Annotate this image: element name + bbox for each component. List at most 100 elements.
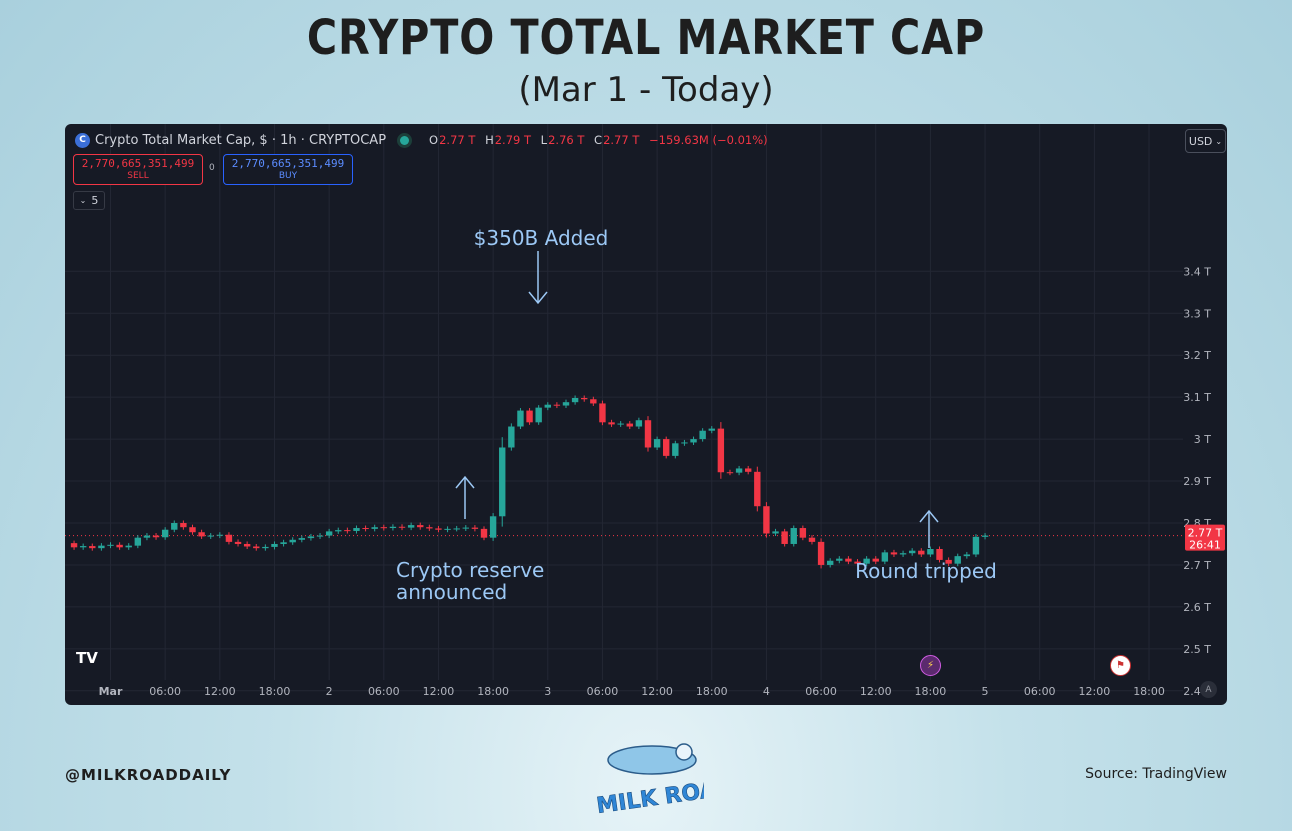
y-tick-label: 2.9 T	[1183, 475, 1211, 488]
candle-body	[161, 529, 169, 538]
candle-body	[180, 523, 187, 528]
candle-body	[79, 546, 87, 548]
chevron-down-icon: ⌄	[79, 196, 87, 205]
x-tick-label: 06:00	[368, 685, 400, 698]
candle-body	[617, 423, 624, 425]
candle-body	[854, 561, 861, 564]
indicator-count: 5	[91, 194, 99, 207]
candle-body	[207, 535, 214, 537]
live-dot-icon	[400, 135, 410, 145]
candle-body	[890, 552, 898, 555]
candle-body	[262, 546, 269, 549]
price-change: −159.63M (−0.01%)	[649, 133, 768, 147]
candle-body	[799, 528, 807, 538]
x-tick-label: 5	[982, 685, 989, 698]
candle-body	[808, 537, 816, 542]
candle-body	[535, 407, 542, 423]
us-flag-event-icon[interactable]: ⚑	[1110, 655, 1131, 676]
annotation-arrow	[455, 475, 475, 489]
page-subtitle: (Mar 1 - Today)	[518, 70, 774, 110]
x-tick-label: 12:00	[1079, 685, 1111, 698]
x-tick-label: 12:00	[860, 685, 892, 698]
candle-body	[927, 549, 934, 555]
candle-body	[444, 528, 451, 530]
symbol-label[interactable]: Crypto Total Market Cap, $ · 1h · CRYPTO…	[95, 132, 387, 148]
candle-body	[280, 542, 287, 544]
candle-body	[98, 545, 105, 549]
sell-label: SELL	[127, 170, 149, 181]
sell-button[interactable]: 2,770,665,351,499 SELL	[73, 154, 203, 185]
candle-body	[553, 404, 561, 406]
candle-body	[763, 506, 770, 534]
candle-body	[663, 439, 670, 456]
tradingview-logo[interactable]: TV	[76, 649, 98, 667]
candle-body	[526, 410, 533, 423]
candle-body	[599, 403, 606, 423]
candle-body	[881, 552, 889, 562]
candle-body	[981, 535, 989, 537]
annotation-arrow	[919, 509, 939, 523]
annotation-label: Crypto reserve	[396, 558, 544, 582]
candle-body	[772, 531, 779, 534]
candle-body	[790, 528, 797, 544]
candle-body	[544, 404, 551, 408]
y-tick-label: 2.7 T	[1183, 559, 1211, 572]
candle-body	[471, 527, 479, 529]
chevron-down-icon: ⌄	[1215, 136, 1223, 146]
x-tick-label: 3	[544, 685, 551, 698]
ohlc-value: 2.79 T	[494, 133, 532, 147]
ohlc-readout: O2.77 T H2.79 T L2.76 T C2.77 T −159.63M…	[429, 133, 774, 147]
x-tick-label: 18:00	[915, 685, 947, 698]
x-tick-label: 12:00	[423, 685, 455, 698]
candle-body	[726, 472, 734, 474]
candle-body	[89, 546, 96, 549]
x-tick-label: 18:00	[477, 685, 509, 698]
candle-body	[562, 402, 570, 406]
candle-body	[453, 528, 460, 530]
chart-header: C Crypto Total Market Cap, $ · 1h · CRYP…	[75, 130, 774, 150]
candle-body	[963, 554, 971, 557]
x-tick-label: 2	[326, 685, 333, 698]
logo-mascot-head	[675, 743, 693, 761]
indicators-collapse-button[interactable]: ⌄ 5	[73, 191, 105, 210]
candle-body	[417, 525, 424, 528]
candle-body	[908, 550, 916, 554]
candle-body	[462, 527, 469, 529]
candle-body	[571, 397, 579, 403]
y-tick-label: 3.4 T	[1183, 265, 1211, 278]
candle-body	[899, 553, 907, 555]
candle-body	[225, 534, 233, 542]
social-handle: @MILKROADDAILY	[65, 766, 232, 784]
candle-body	[125, 545, 132, 548]
candle-body	[626, 423, 633, 427]
candle-body	[781, 531, 788, 544]
x-tick-label: 06:00	[587, 685, 619, 698]
candle-body	[353, 528, 360, 531]
candle-body	[954, 556, 961, 564]
candle-body	[635, 420, 643, 427]
spread-value: 0	[209, 163, 215, 173]
y-tick-label: 2.6 T	[1183, 601, 1211, 614]
candle-body	[152, 535, 160, 538]
candle-body	[672, 443, 679, 456]
candle-body	[480, 528, 488, 538]
candle-body	[508, 426, 515, 448]
x-tick-label: 12:00	[204, 685, 236, 698]
candle-body	[198, 532, 205, 537]
candle-body	[644, 420, 652, 448]
logo-wordmark: MILK ROAD	[595, 775, 704, 816]
candlestick-chart[interactable]: 3.4 T3.3 T3.2 T3.1 T3 T2.9 T2.8 T2.7 T2.…	[65, 124, 1227, 705]
buy-button[interactable]: 2,770,665,351,499 BUY	[223, 154, 353, 185]
lightning-event-icon[interactable]: ⚡	[920, 655, 941, 676]
candle-body	[745, 468, 752, 472]
candle-body	[325, 531, 333, 536]
x-tick-label: 4	[763, 685, 770, 698]
buy-price: 2,770,665,351,499	[231, 156, 345, 170]
candle-body	[189, 527, 196, 533]
auto-scale-button[interactable]: A	[1200, 681, 1217, 698]
candle-body	[681, 442, 688, 444]
candle-body	[653, 439, 661, 448]
currency-select[interactable]: USD ⌄	[1185, 129, 1226, 153]
candle-body	[972, 536, 980, 555]
